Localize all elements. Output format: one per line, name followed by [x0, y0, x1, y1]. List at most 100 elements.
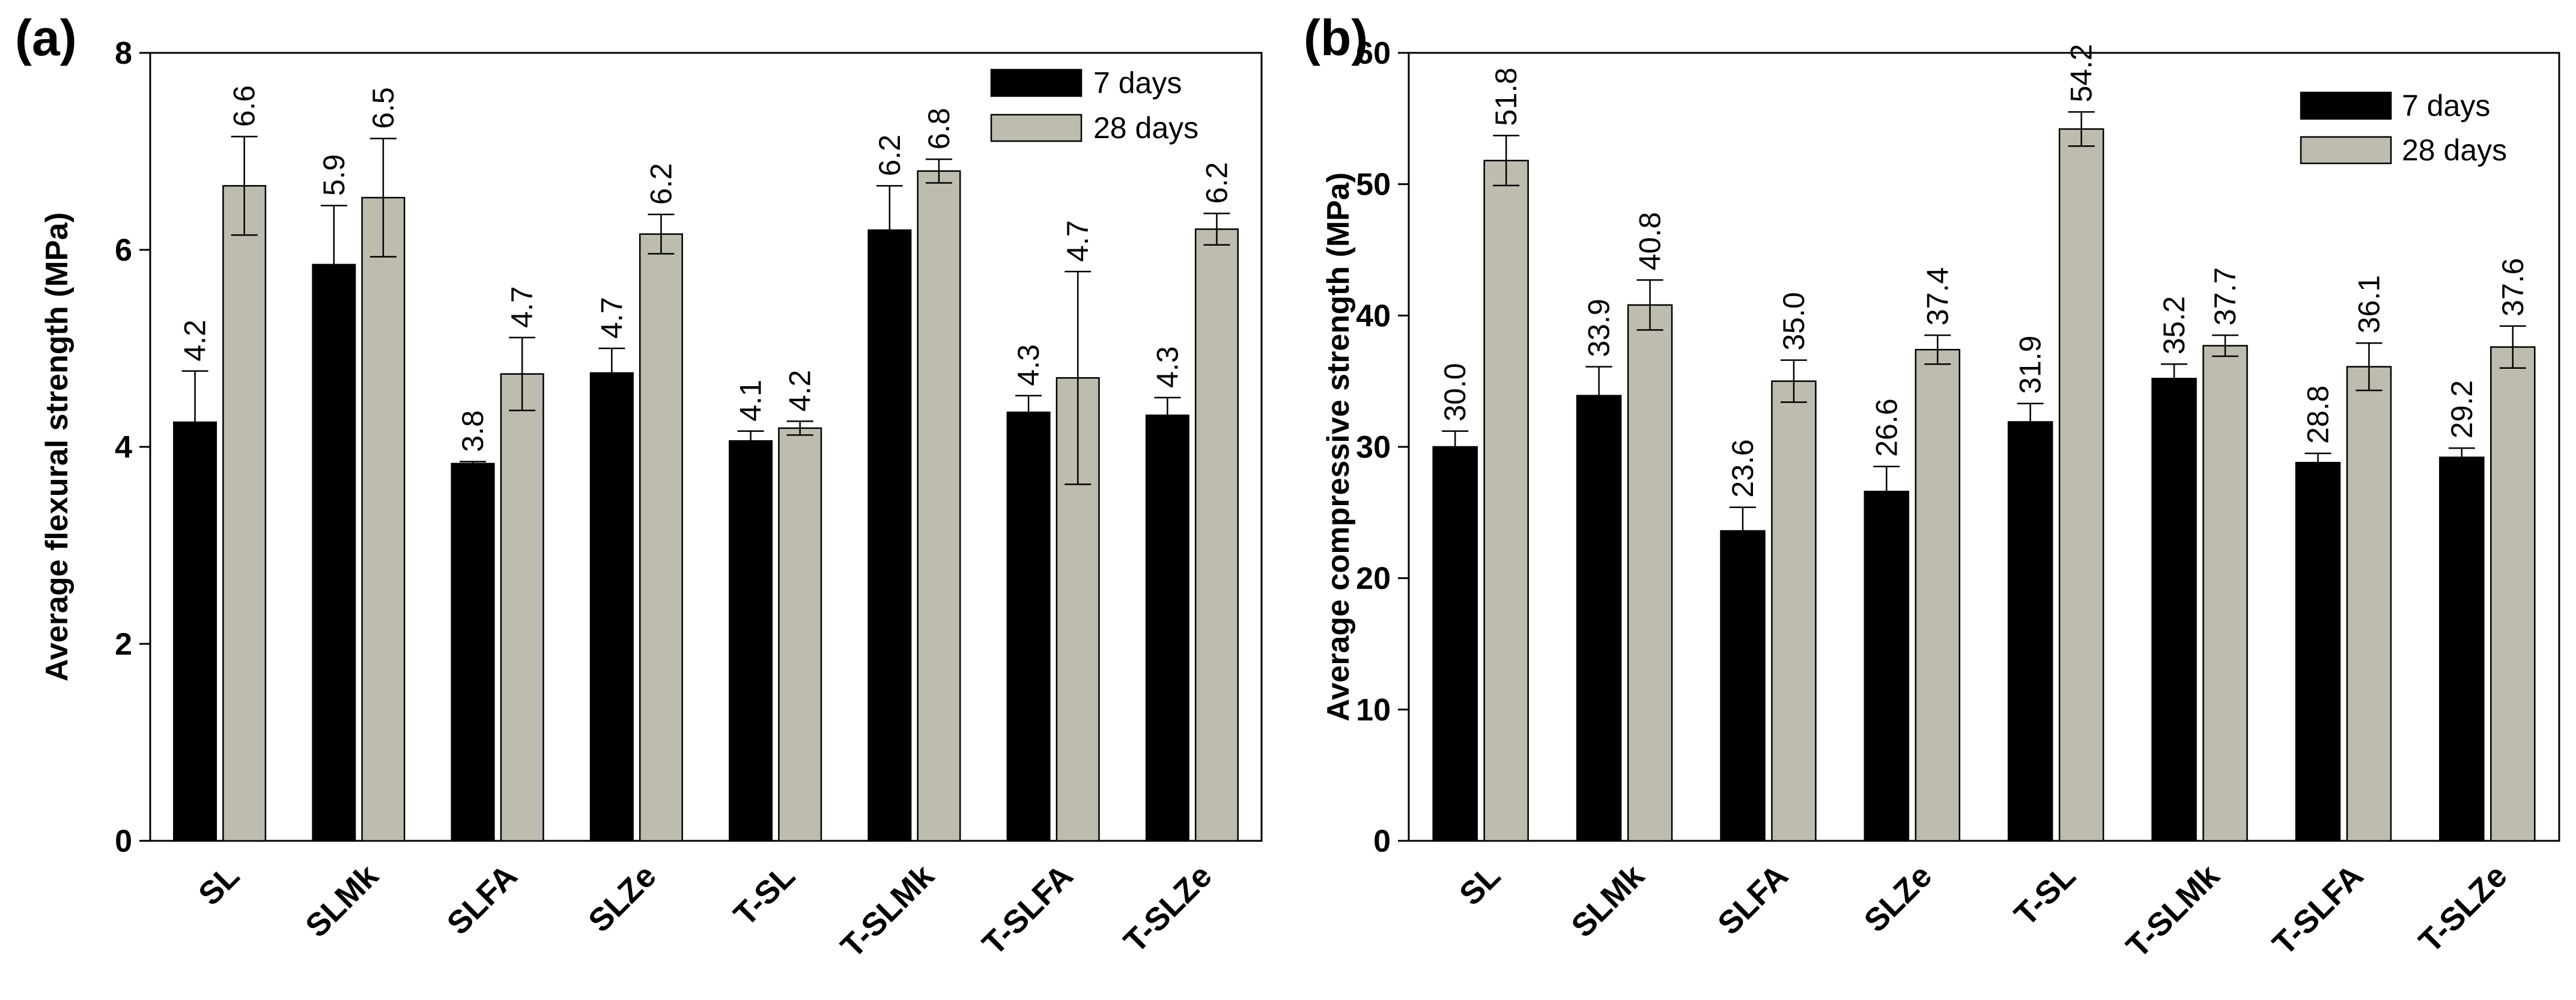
- data-label: 6.6: [228, 85, 261, 127]
- bar: [2151, 378, 2197, 842]
- bar: [639, 233, 683, 842]
- y-tick-label: 40: [1356, 298, 1391, 333]
- bar: [2295, 461, 2341, 842]
- data-label: 3.8: [456, 410, 490, 452]
- bar: [1915, 348, 1961, 842]
- legend-label: 7 days: [2402, 89, 2490, 123]
- bar: [451, 462, 495, 842]
- bar: [1483, 160, 1529, 842]
- x-tick-label: T-SL: [2008, 858, 2083, 933]
- y-tick-label: 8: [115, 36, 132, 71]
- y-tick-label: 60: [1356, 36, 1391, 71]
- y-tick-label: 20: [1356, 562, 1391, 596]
- y-tick-label: 50: [1356, 168, 1391, 202]
- x-tick-label: SLZe: [1858, 858, 1939, 939]
- data-label: 26.6: [1870, 398, 1903, 456]
- data-label: 35.0: [1777, 292, 1811, 350]
- x-tick-label: SLMk: [1564, 857, 1651, 944]
- bar: [1576, 395, 1622, 842]
- data-label: 35.2: [2157, 296, 2191, 354]
- panel-a: (a) 0 2 4 6 8 Average flexural strength (MPa) 4…: [15, 10, 1263, 965]
- bar: [1720, 530, 1766, 842]
- bar: [1145, 414, 1189, 842]
- bar: [729, 440, 773, 842]
- y-tick-label: 10: [1356, 692, 1391, 727]
- data-label: 54.2: [2065, 44, 2098, 102]
- y-axis-label: Average flexural strength (MPa): [40, 212, 74, 681]
- x-tick-label: T-SLFA: [2265, 858, 2370, 962]
- x-tick-label: T-SLZe: [1117, 858, 1219, 960]
- bar: [312, 264, 356, 842]
- bar: [1864, 491, 1910, 842]
- y-tick-label: 30: [1356, 430, 1391, 465]
- data-label: 6.5: [366, 87, 400, 129]
- legend-label: 28 days: [1093, 111, 1198, 145]
- x-tick-label: SLFA: [440, 858, 524, 942]
- x-tick-label: SLMk: [299, 857, 386, 944]
- bar: [2346, 366, 2392, 842]
- y-tick-label: 2: [115, 627, 132, 662]
- y-tick-label: 0: [1373, 824, 1391, 859]
- data-label: 33.9: [1582, 298, 1616, 357]
- data-label: 4.7: [1061, 220, 1095, 262]
- panel-b: (b) 0 10 20 30 40 50 60 Average compressive stre…: [1304, 10, 2560, 965]
- y-axis-label: Average compressive strength (MPa): [1321, 172, 1356, 721]
- bar: [1432, 446, 1478, 842]
- legend-swatch: [2300, 136, 2392, 165]
- bar: [2439, 456, 2485, 842]
- data-label: 4.3: [1012, 344, 1045, 386]
- panel-label: (b): [1304, 10, 1368, 66]
- data-label: 4.3: [1150, 346, 1184, 388]
- bar: [1006, 411, 1051, 842]
- bar: [1771, 380, 1817, 842]
- data-label: 4.1: [734, 380, 768, 422]
- x-tick-label: T-SL: [727, 858, 802, 933]
- x-tick-label: SL: [192, 858, 246, 912]
- legend-swatch: [990, 114, 1083, 142]
- bar: [500, 373, 544, 842]
- x-tick-label: T-SLMk: [2119, 857, 2227, 965]
- x-tick-label: SLFA: [1711, 858, 1795, 942]
- data-label: 51.8: [1489, 67, 1523, 126]
- panel-label: (a): [15, 10, 77, 66]
- data-label: 4.7: [505, 286, 539, 328]
- data-label: 4.2: [178, 320, 212, 362]
- x-tick-label: T-SLMk: [834, 857, 941, 965]
- bar: [2007, 421, 2053, 842]
- data-label: 6.2: [1200, 162, 1233, 204]
- data-label: 6.2: [873, 135, 907, 177]
- data-label: 6.2: [644, 163, 678, 205]
- data-label: 6.8: [922, 108, 956, 150]
- bar: [2058, 128, 2104, 842]
- bar: [1627, 304, 1673, 842]
- data-label: 4.7: [595, 297, 628, 339]
- bar: [778, 427, 822, 842]
- legend-swatch: [2300, 91, 2392, 120]
- bar: [222, 185, 267, 842]
- legend-swatch: [990, 68, 1083, 97]
- data-label: 31.9: [2014, 336, 2047, 394]
- data-label: 4.2: [783, 370, 817, 412]
- bar: [2202, 345, 2248, 842]
- bar: [173, 421, 217, 842]
- data-label: 36.1: [2352, 275, 2386, 333]
- legend-label: 28 days: [2402, 133, 2507, 167]
- data-label: 37.4: [1921, 267, 1954, 326]
- bar: [361, 196, 406, 842]
- x-tick-label: T-SLZe: [2412, 858, 2514, 960]
- legend-label: 7 days: [1093, 66, 1182, 100]
- data-label: 37.7: [2208, 267, 2242, 326]
- data-label: 23.6: [1726, 439, 1760, 497]
- bar: [917, 170, 961, 842]
- data-label: 28.8: [2301, 386, 2334, 444]
- bar: [2490, 346, 2536, 842]
- y-tick-label: 0: [115, 824, 132, 859]
- x-tick-label: T-SLFA: [976, 858, 1080, 962]
- bar: [867, 229, 912, 842]
- y-tick-label: 4: [115, 430, 132, 465]
- bar: [589, 372, 634, 842]
- x-tick-label: SLZe: [582, 858, 663, 939]
- y-tick-label: 6: [115, 233, 132, 268]
- bar: [1194, 228, 1239, 842]
